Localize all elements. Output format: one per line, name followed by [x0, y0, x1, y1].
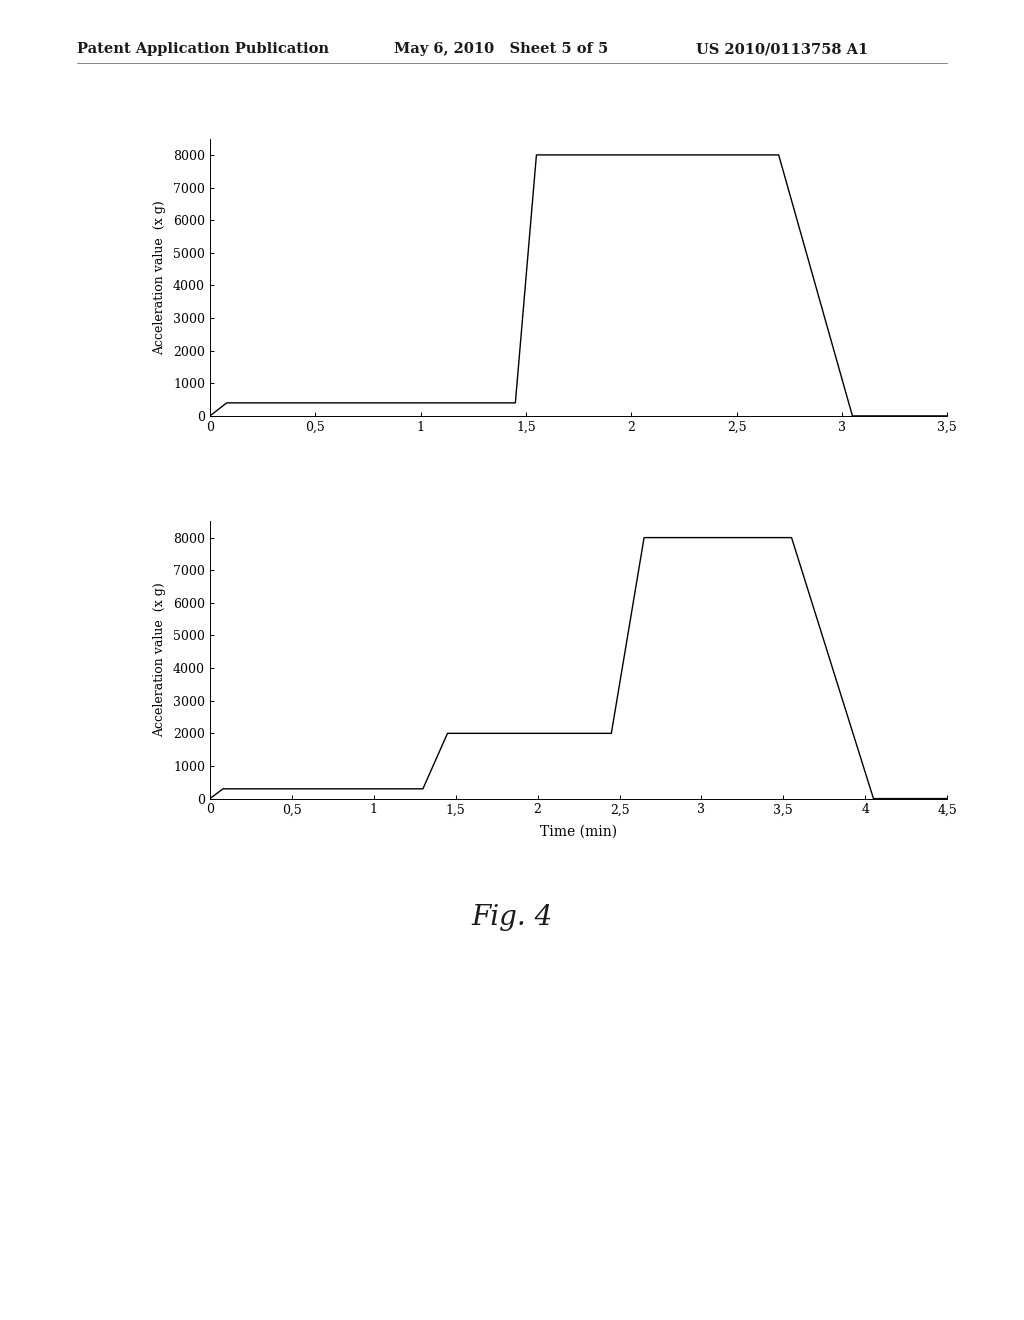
- Y-axis label: Acceleration value  (x g): Acceleration value (x g): [154, 582, 166, 738]
- Text: US 2010/0113758 A1: US 2010/0113758 A1: [696, 42, 868, 57]
- X-axis label: Time (min): Time (min): [540, 825, 617, 838]
- Text: Fig. 4: Fig. 4: [471, 904, 553, 931]
- Y-axis label: Acceleration value  (x g): Acceleration value (x g): [154, 199, 166, 355]
- Text: Patent Application Publication: Patent Application Publication: [77, 42, 329, 57]
- Text: May 6, 2010   Sheet 5 of 5: May 6, 2010 Sheet 5 of 5: [394, 42, 608, 57]
